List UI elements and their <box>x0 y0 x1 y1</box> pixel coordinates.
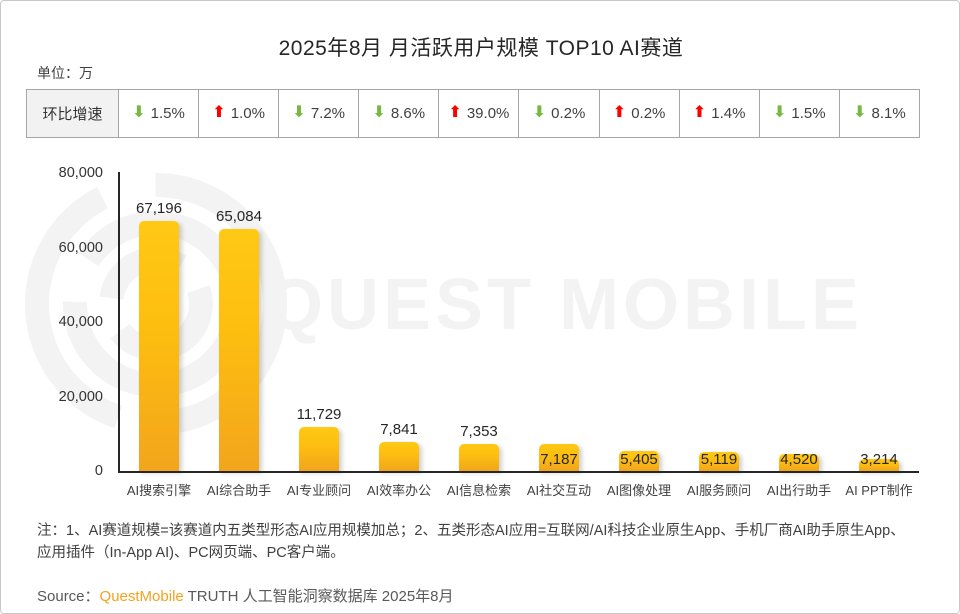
mom-growth-value: 8.6% <box>390 105 426 122</box>
mom-growth-cell: ⬇ 8.6% <box>359 90 440 137</box>
mom-growth-cell: ⬇ 7.2% <box>279 90 360 137</box>
page-title: 2025年8月 月活跃用户规模 TOP10 AI赛道 <box>278 37 684 60</box>
mom-growth-header: 环比增速 <box>27 90 119 137</box>
y-axis-tick-label: 80,000 <box>58 165 103 181</box>
mom-growth-cell: ⬇ 1.5% <box>760 90 840 137</box>
footnote: 注：1、AI赛道规模=该赛道内五类型形态AI应用规模加总；2、五类形态AI应用=… <box>37 523 905 561</box>
mom-growth-value: 7.2% <box>310 105 346 122</box>
down-arrow-icon: ⬇ <box>292 103 306 121</box>
bar-2 <box>219 229 259 471</box>
mom-growth-value: 8.1% <box>871 105 906 122</box>
up-arrow-icon: ⬆ <box>212 103 226 121</box>
mom-growth-cell: ⬆ 39.0% <box>439 90 520 137</box>
source-prefix: Source： <box>37 588 100 605</box>
mom-growth-cell: ⬇ 1.5% <box>119 90 200 137</box>
mom-growth-table: 环比增速 ⬇ 1.5% ⬆ 1.0% ⬇ 7.2% ⬇ 8.6% ⬆ 39.0% ⬇ 0.2% ⬆ 0.2… <box>26 89 920 138</box>
mom-growth-value: 1.0% <box>230 105 265 122</box>
x-axis-line <box>118 471 919 473</box>
mom-growth-value: 1.4% <box>711 105 746 122</box>
mom-growth-cell: ⬆ 1.4% <box>680 90 760 137</box>
category-label: AI专业顾问 <box>286 483 352 498</box>
down-arrow-icon: ⬇ <box>532 103 547 121</box>
bar-value-label: 11,729 <box>296 406 342 423</box>
bar-9 <box>779 454 819 471</box>
up-arrow-icon: ⬆ <box>692 103 707 121</box>
bar-10 <box>859 459 899 471</box>
bar-6 <box>539 444 579 471</box>
mom-growth-value: 39.0% <box>466 105 510 122</box>
bar-value-label: 67,196 <box>136 200 182 217</box>
bar-1 <box>139 221 179 471</box>
down-arrow-icon: ⬇ <box>853 103 867 121</box>
category-label: AI社交互动 <box>526 483 592 498</box>
bar-value-label: 5,405 <box>620 451 658 468</box>
down-arrow-icon: ⬇ <box>132 103 146 121</box>
source-line: Source：QuestMobile TRUTH 人工智能洞察数据库 2025年… <box>37 585 454 606</box>
category-label: AI出行助手 <box>766 483 832 498</box>
category-label: AI信息检索 <box>446 483 512 498</box>
y-axis-line <box>118 172 120 472</box>
bar-value-label: 7,353 <box>460 423 498 440</box>
mom-growth-value: 1.5% <box>791 105 826 122</box>
source-suffix: TRUTH 人工智能洞察数据库 2025年8月 <box>183 588 454 605</box>
mom-growth-cell: ⬇ 0.2% <box>519 90 600 137</box>
category-label: AI效率办公 <box>366 483 432 498</box>
y-axis-tick-label: 20,000 <box>58 388 103 405</box>
category-label: AI搜索引擎 <box>126 483 192 498</box>
mom-growth-value: 1.5% <box>150 105 185 122</box>
bar-value-label: 65,084 <box>216 208 262 225</box>
bar-value-label: 4,520 <box>780 451 818 468</box>
category-label: AI图像处理 <box>606 483 672 498</box>
bar-8 <box>699 452 739 471</box>
up-arrow-icon: ⬆ <box>612 103 627 121</box>
unit-label: 单位：万 <box>37 65 93 81</box>
up-arrow-icon: ⬆ <box>448 103 462 121</box>
source-brand: QuestMobile <box>99 588 184 605</box>
mom-growth-value: 0.2% <box>631 105 666 122</box>
questmobile-watermark-text: QUEST MOBILE <box>267 265 864 345</box>
mom-growth-cell: ⬆ 1.0% <box>199 90 280 137</box>
bar-value-label: 5,119 <box>700 451 738 468</box>
mom-growth-cell: ⬇ 8.1% <box>840 90 919 137</box>
mom-growth-cell: ⬆ 0.2% <box>600 90 680 137</box>
y-axis-tick-label: 0 <box>94 463 103 479</box>
bar-value-label: 7,841 <box>380 421 418 438</box>
category-label: AI服务顾问 <box>686 483 752 498</box>
bar-5 <box>459 444 499 471</box>
category-label: AI综合助手 <box>206 483 272 498</box>
y-axis-tick-label: 40,000 <box>58 314 103 330</box>
category-label: AI PPT制作 <box>845 483 913 498</box>
down-arrow-icon: ⬇ <box>372 103 386 121</box>
bar-value-label: 3,214 <box>860 451 898 468</box>
bar-value-label: 7,187 <box>540 451 578 468</box>
y-axis-tick-label: 60,000 <box>58 239 103 256</box>
bar-7 <box>619 451 659 471</box>
bar-3 <box>299 427 339 471</box>
down-arrow-icon: ⬇ <box>772 103 787 121</box>
mom-growth-value: 0.2% <box>551 105 586 122</box>
bar-4 <box>379 442 419 471</box>
